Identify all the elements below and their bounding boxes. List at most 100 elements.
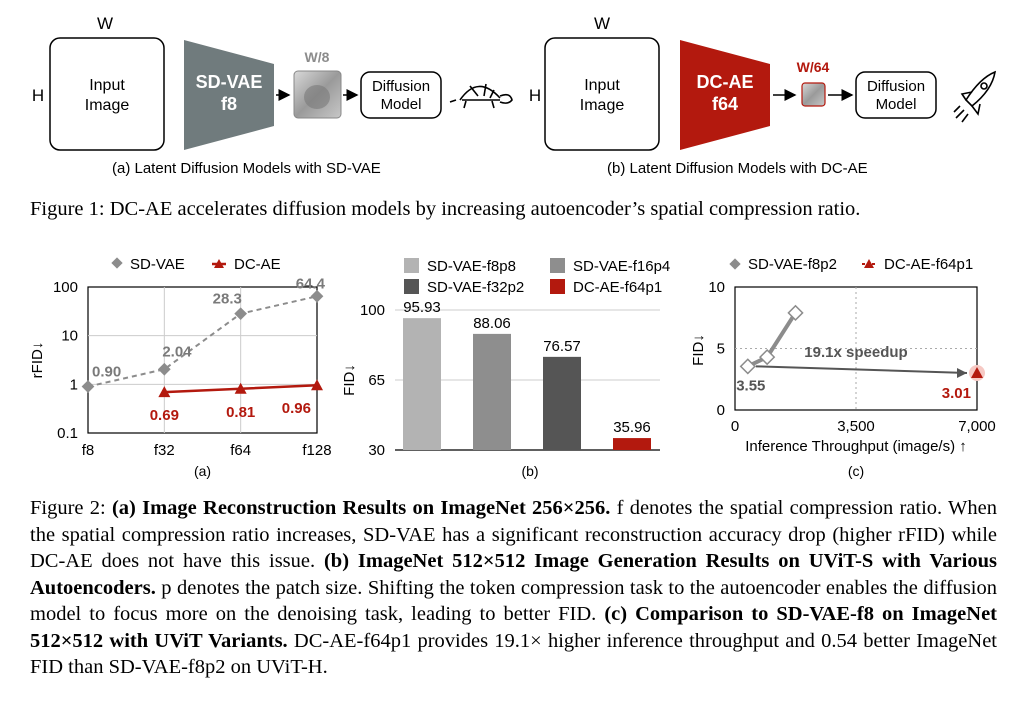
chart-c-ylabel: FID↓ xyxy=(690,334,707,366)
chart-b-data-label: 95.93 xyxy=(403,299,441,316)
chart-a-point-dcae xyxy=(234,382,247,394)
chart-c-legend-sdvae: SD-VAE-f8p2 xyxy=(748,256,837,273)
panel-b-model-label-2: Model xyxy=(876,96,917,113)
figure-1-caption-text: DC-AE accelerates diffusion models by in… xyxy=(109,198,861,220)
chart-a-ytick-label: 0.1 xyxy=(57,425,78,442)
panel-b-latent-label: W/64 xyxy=(797,59,830,75)
chart-b-fid-bars: 30 65 100 FID↓ (b) SD-VAE-f8p8 SD-VAE-f16p4 SD-… xyxy=(341,258,670,479)
panel-b-input-box xyxy=(544,37,660,151)
chart-c-point-dcae xyxy=(971,366,983,378)
chart-a-ytick-label: 10 xyxy=(61,328,78,345)
chart-a-data-label-dcae: 0.81 xyxy=(226,404,255,421)
chart-b-legend-swatch xyxy=(550,279,565,294)
chart-c-ytick-label: 10 xyxy=(708,279,725,296)
panel-b-diagram: W H Input Image DC-AE f64 W/64 Diffusion… xyxy=(529,14,997,151)
chart-a-data-label-sdvae: 64.4 xyxy=(296,275,326,292)
panel-a-input-label-2: Image xyxy=(85,97,130,114)
chart-b-legend-label: SD-VAE-f16p4 xyxy=(573,258,670,275)
chart-a-data-label-dcae: 0.69 xyxy=(150,407,179,424)
panel-a-height-label: H xyxy=(32,86,44,105)
chart-c-xlabel: Inference Throughput (image/s) ↑ xyxy=(745,438,967,455)
fig1-subcaption-b: (b) Latent Diffusion Models with DC-AE xyxy=(607,160,868,177)
chart-c-legend-dcae: DC-AE-f64p1 xyxy=(884,256,973,273)
chart-a-data-label-sdvae: 28.3 xyxy=(213,291,242,308)
chart-a-xtick-label: f64 xyxy=(230,442,251,459)
chart-a-ytick-label: 100 xyxy=(53,279,78,296)
chart-c-legend-marker-dcae xyxy=(864,259,874,268)
chart-b-legend-swatch xyxy=(550,258,565,273)
panel-b-latent-image xyxy=(801,82,826,107)
chart-a-point-dcae xyxy=(158,386,171,398)
chart-a-legend-marker-sdvae xyxy=(111,257,123,269)
chart-b-legend-swatch xyxy=(404,258,419,273)
chart-c-throughput: 0 5 10 0 3,500 7,000 FID↓ Inference Throughput … xyxy=(690,256,996,479)
panel-a-input-box xyxy=(49,37,165,151)
chart-c-point-sdvae xyxy=(759,348,776,366)
panel-b-width-label: W xyxy=(594,14,610,33)
chart-a-xtick-label: f128 xyxy=(302,442,331,459)
panel-b-input-label-2: Image xyxy=(580,97,625,114)
figure-2-caption-label: Figure 2: xyxy=(30,497,106,519)
chart-a-legend-marker-dcae xyxy=(214,259,224,268)
chart-a-rfid: 0.1 1 10 100 f8 f32 f64 f128 rFID↓ (a) SD-VAE DC-AE… xyxy=(29,256,332,479)
chart-b-ytick-label: 30 xyxy=(368,442,385,459)
figure-2-caption-c-title: (c) Comparison to SD-VAE-f8 on ImageNet … xyxy=(30,603,997,652)
panel-a-diagram: W H Input Image SD-VAE f8 W/8 Diffusion … xyxy=(32,14,513,151)
chart-b-panel-label: (b) xyxy=(521,463,538,479)
chart-b-bar xyxy=(403,318,441,450)
chart-a-xtick-label: f32 xyxy=(154,442,175,459)
chart-b-ytick-label: 100 xyxy=(360,302,385,319)
chart-c-ytick-label: 0 xyxy=(717,402,725,419)
cat-silhouette-icon xyxy=(304,85,330,109)
chart-b-data-label: 76.57 xyxy=(543,338,581,355)
chart-c-xtick-label: 3,500 xyxy=(837,418,875,435)
chart-b-bar xyxy=(543,356,581,450)
chart-a-ylabel: rFID↓ xyxy=(29,342,46,379)
panel-a-model-box xyxy=(360,71,442,119)
chart-a-point-dcae xyxy=(311,379,323,391)
figure-1-caption-label: Figure 1: xyxy=(30,198,105,220)
chart-a-data-label-sdvae: 0.90 xyxy=(92,364,121,381)
panel-a-input-label-1: Input xyxy=(89,77,125,94)
chart-b-ytick-label: 65 xyxy=(368,372,385,389)
chart-c-data-label-sdvae: 3.55 xyxy=(736,377,765,394)
chart-c-ytick-label: 5 xyxy=(717,341,725,358)
chart-a-data-label-dcae: 0.96 xyxy=(282,400,311,417)
panel-a-latent-label: W/8 xyxy=(305,49,330,65)
chart-b-ylabel: FID↓ xyxy=(341,364,358,396)
fig1-subcaption-a: (a) Latent Diffusion Models with SD-VAE xyxy=(112,160,381,177)
figure-2-caption-a-title: (a) Image Reconstruction Results on Imag… xyxy=(111,497,611,519)
chart-c-panel-label: (c) xyxy=(848,463,864,479)
panel-a-width-label: W xyxy=(97,14,113,33)
chart-b-legend-label: DC-AE-f64p1 xyxy=(573,279,662,296)
chart-a-panel-label: (a) xyxy=(194,463,211,479)
chart-b-legend-label: SD-VAE-f8p8 xyxy=(427,258,516,275)
chart-c-xtick-label: 0 xyxy=(731,418,739,435)
figure-2-caption-b-title: (b) ImageNet 512×512 Image Generation Re… xyxy=(30,550,997,599)
figure-2-caption-c-text: DC-AE-f64p1 provides 19.1× higher infere… xyxy=(30,629,997,679)
chart-c-xtick-label: 7,000 xyxy=(958,418,996,435)
turtle-icon xyxy=(449,83,513,109)
chart-a-xtick-label: f8 xyxy=(82,442,95,459)
chart-b-legend-swatch xyxy=(404,279,419,294)
panel-a-model-label-1: Diffusion xyxy=(372,78,430,95)
panel-b-height-label: H xyxy=(529,86,541,105)
panel-b-encoder-label-2: f64 xyxy=(712,94,738,114)
chart-b-bar xyxy=(473,333,511,450)
chart-a-point-sdvae xyxy=(81,380,95,393)
chart-c-data-label-dcae: 3.01 xyxy=(942,385,971,402)
chart-b-legend-label: SD-VAE-f32p2 xyxy=(427,279,524,296)
chart-a-data-label-sdvae: 2.04 xyxy=(162,343,192,360)
panel-a-encoder-label-2: f8 xyxy=(221,94,237,114)
figure-2-caption-a-text: f denotes the spatial compression ratio.… xyxy=(30,497,997,572)
chart-a-legend-dcae: DC-AE xyxy=(234,256,281,273)
panel-b-model-label-1: Diffusion xyxy=(867,78,925,95)
chart-b-data-label: 88.06 xyxy=(473,315,511,332)
chart-b-bar xyxy=(613,438,651,450)
chart-c-speedup-arrow xyxy=(755,365,968,374)
panel-a-model-label-2: Model xyxy=(381,96,422,113)
chart-c-legend-marker-sdvae xyxy=(729,258,741,270)
panel-b-encoder-trapezoid xyxy=(680,40,770,150)
chart-a-ytick-label: 1 xyxy=(70,376,78,393)
figure-2-caption: Figure 2: (a) Image Reconstruction Resul… xyxy=(30,495,997,681)
